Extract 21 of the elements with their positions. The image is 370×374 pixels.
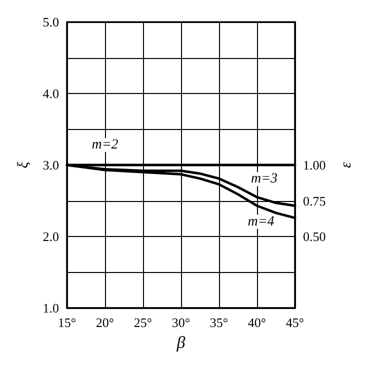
series-label: m=4: [248, 214, 274, 230]
y-tick-label: 4.0: [42, 86, 59, 101]
x-axis-title: β: [176, 332, 186, 352]
y-tick-label: 3.0: [42, 158, 59, 172]
y-tick-label: 5.0: [42, 14, 59, 30]
y-tick-label: 1.0: [42, 300, 59, 316]
y2-axis-title: ε: [338, 162, 354, 168]
y2-tick-label: 1.00: [303, 158, 326, 172]
series-label: m=3: [251, 172, 278, 187]
x-tick-label: 25°: [134, 315, 152, 330]
y-tick-label: 2.0: [42, 229, 59, 244]
x-tick-label: 35°: [210, 315, 228, 330]
y2-tick-label: 0.75: [303, 193, 326, 208]
x-tick-label: 15°: [58, 315, 76, 330]
x-tick-label: 20°: [96, 315, 114, 330]
x-tick-label: 45°: [286, 315, 304, 330]
y2-tick-label: 0.50: [303, 229, 326, 244]
y-axis-title: ξ: [16, 161, 32, 168]
x-tick-label: 30°: [172, 315, 190, 330]
series-label: m=2: [92, 138, 118, 152]
x-tick-label: 40°: [248, 315, 266, 330]
